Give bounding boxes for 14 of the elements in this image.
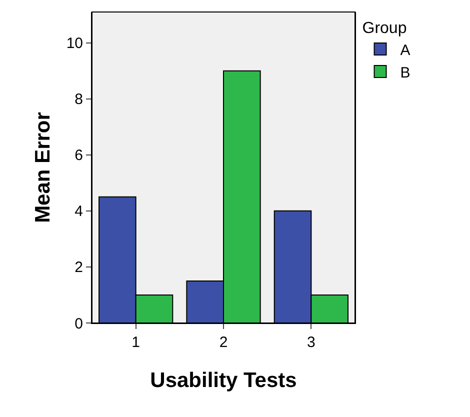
y-axis-title: Mean Error [31,112,54,223]
x-tick-label: 3 [307,334,316,351]
legend-title: Group [362,20,407,37]
x-axis-title: Usability Tests [150,369,297,392]
legend-label: B [400,64,410,82]
y-tick-label: 4 [74,203,83,220]
y-tick-label: 10 [66,35,83,52]
y-tick-label: 2 [74,259,83,276]
y-tick-label: 6 [74,147,83,164]
y-tick-label: 8 [74,91,83,108]
x-tick-label: 1 [132,334,140,351]
y-tick-label: 0 [74,315,83,332]
x-tick-label: 2 [219,334,228,351]
legend-label: A [400,42,410,59]
